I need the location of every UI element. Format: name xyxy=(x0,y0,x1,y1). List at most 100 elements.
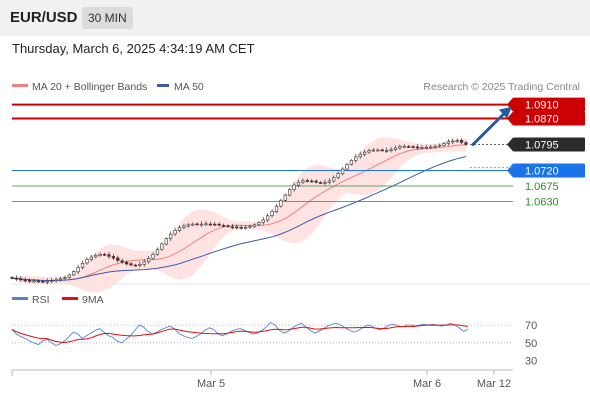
candle xyxy=(363,149,367,157)
level-tag-pointer xyxy=(507,137,513,152)
candle xyxy=(226,224,230,228)
candle xyxy=(411,145,415,149)
candle xyxy=(124,260,129,266)
candle xyxy=(393,145,398,152)
candle xyxy=(261,217,265,225)
candle xyxy=(80,260,85,270)
candle-body xyxy=(186,224,190,227)
candle-body xyxy=(252,224,257,227)
candle-body xyxy=(217,223,221,226)
candle xyxy=(332,175,336,183)
candle-body xyxy=(292,184,296,190)
candle-body xyxy=(363,151,367,155)
candle xyxy=(58,276,63,282)
candle xyxy=(23,277,27,283)
candle-body xyxy=(195,223,199,226)
symbol-label: EUR/USD xyxy=(10,9,78,26)
candle-body xyxy=(151,253,155,259)
forecast-arrow-head xyxy=(499,106,512,119)
candle-body xyxy=(235,226,239,229)
candle-body xyxy=(213,223,217,226)
candle xyxy=(213,222,217,227)
candle xyxy=(429,144,433,150)
candle xyxy=(28,278,32,283)
candle xyxy=(160,242,164,251)
candle-body xyxy=(142,261,146,265)
candle-body xyxy=(398,146,402,149)
candle xyxy=(455,138,459,143)
candle xyxy=(459,138,464,145)
candle-body xyxy=(107,254,111,257)
candle-body xyxy=(230,226,235,229)
candle-body xyxy=(85,259,89,264)
candle xyxy=(266,213,270,223)
candle-body xyxy=(327,180,331,183)
candle xyxy=(116,255,120,263)
x-tick-label: Mar 12 xyxy=(477,378,511,390)
candle-body xyxy=(50,280,54,282)
rsi-ma-line xyxy=(11,324,469,343)
level-tag-1-0720 xyxy=(513,163,585,178)
candle-body xyxy=(98,253,102,256)
candle-body xyxy=(177,227,182,231)
ma50-line xyxy=(11,156,467,281)
candle xyxy=(437,143,442,148)
candle xyxy=(310,179,314,183)
candle xyxy=(164,237,168,246)
candle xyxy=(239,224,243,230)
candle xyxy=(102,252,107,257)
candle xyxy=(349,159,354,166)
candle-body xyxy=(407,146,411,148)
candle-body xyxy=(63,277,67,279)
candle-body xyxy=(305,180,309,182)
candle xyxy=(257,221,261,226)
candle xyxy=(380,148,384,152)
candle-body xyxy=(455,140,459,142)
candle xyxy=(433,144,437,149)
candle xyxy=(94,253,98,259)
candle xyxy=(199,221,204,227)
rsi-tick-30: 30 xyxy=(525,356,537,368)
candle xyxy=(301,178,305,185)
candle xyxy=(367,148,371,154)
candle-body xyxy=(45,280,49,283)
candle-body xyxy=(442,143,446,146)
candle xyxy=(98,252,102,257)
level-tag-pointer xyxy=(507,111,513,126)
candle xyxy=(451,138,455,145)
candle-body xyxy=(371,149,376,152)
legend-swatch-ma50 xyxy=(157,84,169,87)
candle-body xyxy=(111,256,115,259)
interval-badge[interactable]: 30 MIN xyxy=(82,7,133,29)
candle xyxy=(191,222,195,227)
candle xyxy=(147,256,151,264)
legend-label-ma20: MA 20 + Bollinger Bands xyxy=(32,81,147,93)
candle-body xyxy=(358,153,362,158)
candle xyxy=(133,263,138,267)
candle-body xyxy=(199,223,204,226)
candle-body xyxy=(380,149,384,152)
candle xyxy=(389,147,393,153)
x-tick-label: Mar 6 xyxy=(413,378,441,390)
candle-body xyxy=(10,277,14,279)
candle xyxy=(358,151,362,159)
candle xyxy=(415,144,420,150)
legend-swatch-rsi xyxy=(12,297,28,300)
candle xyxy=(208,221,212,227)
candle-body xyxy=(58,278,63,281)
level-tag-pointer xyxy=(507,97,513,112)
candle-body xyxy=(89,256,93,260)
candle xyxy=(385,147,389,153)
legend-label-9ma: 9MA xyxy=(82,294,104,306)
candle-body xyxy=(451,140,455,143)
candle-body xyxy=(182,225,186,228)
candle-body xyxy=(164,238,168,245)
candle-body xyxy=(424,146,428,149)
candle-body xyxy=(116,257,120,261)
candle xyxy=(111,253,115,261)
candle-body xyxy=(160,243,164,250)
candle xyxy=(243,225,248,230)
candle-body xyxy=(80,262,85,268)
candle xyxy=(314,179,318,184)
